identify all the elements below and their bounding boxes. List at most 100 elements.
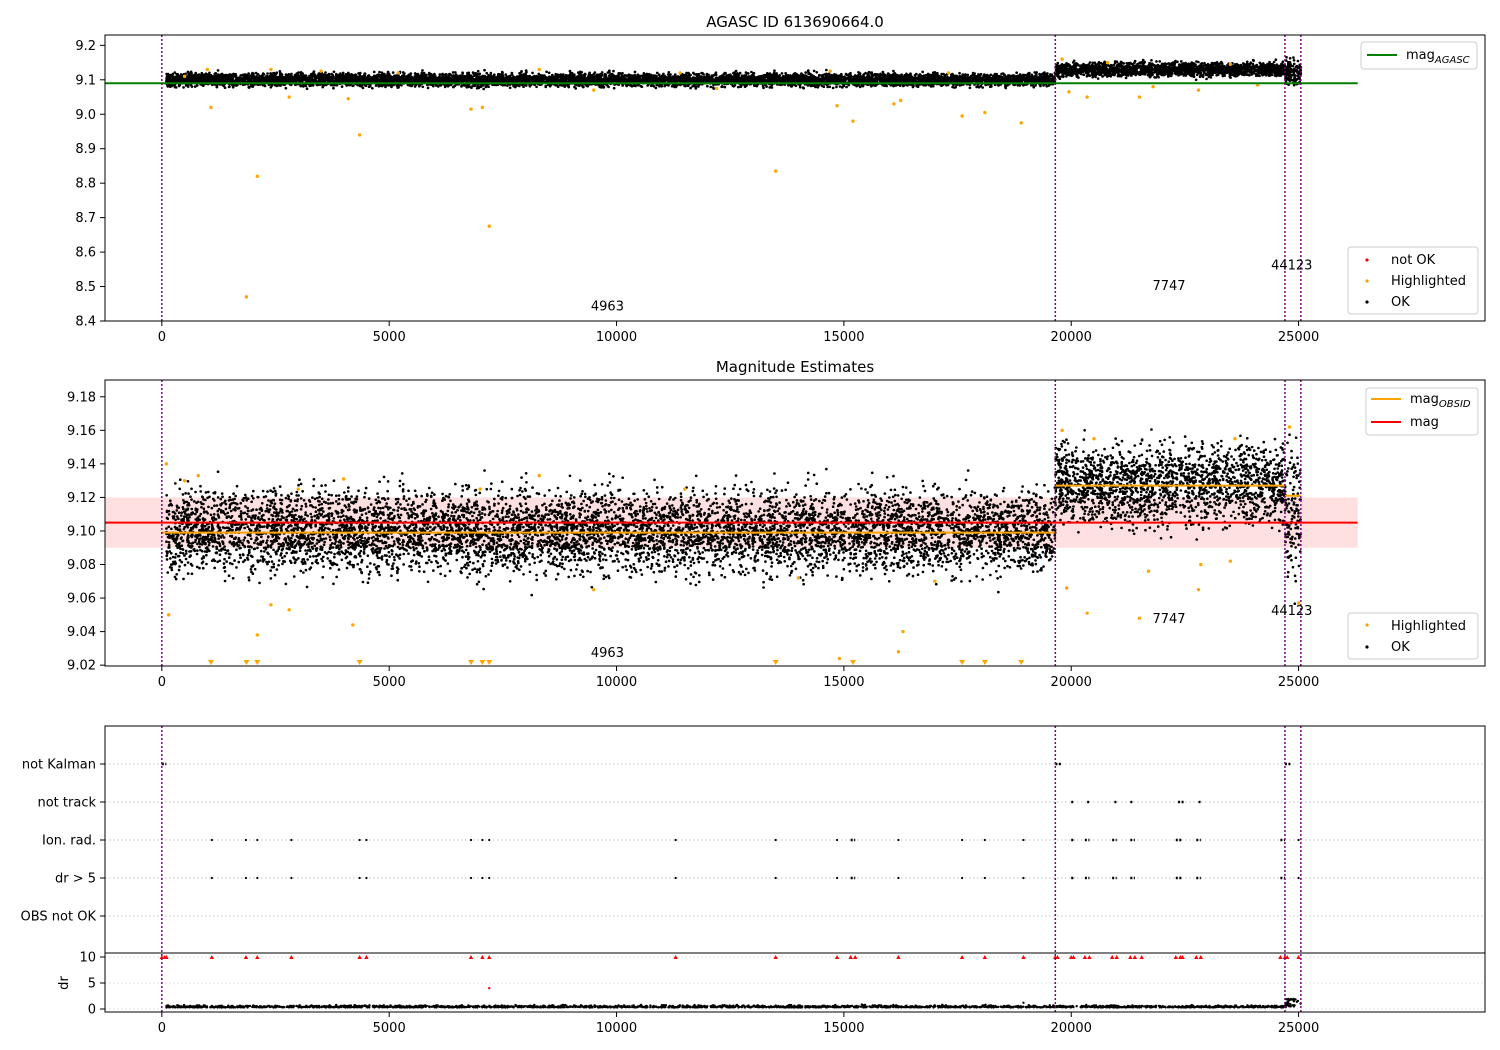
- highlighted-point: [1137, 95, 1142, 99]
- highlighted-point: [901, 629, 905, 634]
- flag-mark: [1297, 876, 1300, 880]
- highlighted-point: [1228, 62, 1233, 66]
- y-tick-label: 9.10: [67, 524, 96, 539]
- highlighted-point: [933, 579, 937, 583]
- flag-mark: [488, 876, 491, 880]
- dr-red-marker: [1285, 955, 1290, 959]
- highlighted-point: [1199, 562, 1203, 567]
- highlighted-point: [287, 95, 291, 99]
- y-tick-label: 9.02: [67, 659, 96, 674]
- x-tick-label: 0: [158, 675, 166, 690]
- dr-red-marker: [468, 955, 474, 959]
- highlighted-point: [828, 69, 832, 73]
- clipped-point-marker: [254, 660, 261, 665]
- dr-red-marker: [1198, 955, 1204, 959]
- dr-red-marker: [1071, 955, 1076, 959]
- x-tick-label: 25000: [1278, 675, 1319, 690]
- dr-point: [1022, 1001, 1025, 1004]
- dr-red-marker: [357, 955, 362, 959]
- flag-mark: [835, 838, 839, 842]
- flag-label: not track: [37, 796, 96, 811]
- dr-red-marker: [1173, 955, 1179, 959]
- flag-mark: [358, 838, 361, 842]
- highlighted-point: [487, 224, 491, 228]
- dr-red-marker: [1114, 955, 1119, 959]
- flag-mark: [835, 876, 839, 880]
- dr-red-marker: [773, 955, 778, 959]
- flag-mark: [358, 876, 361, 880]
- y-tick-label: 8.6: [75, 246, 96, 261]
- dr-ok-points: [165, 997, 1302, 1009]
- highlighted-point: [342, 477, 346, 481]
- obsid-label: 7747: [1152, 612, 1185, 627]
- svg-text:magAGASC: magAGASC: [1406, 48, 1470, 66]
- x-tick-label: 20000: [1051, 330, 1092, 345]
- highlighted-point: [946, 71, 951, 75]
- highlighted-point: [164, 462, 169, 466]
- clipped-point-marker: [356, 660, 363, 665]
- panel-agasc: AGASC ID 613690664.0 4963 7747 44123 0 5000…: [75, 13, 1486, 345]
- highlighted-point: [287, 608, 291, 612]
- dr-red-marker: [164, 955, 169, 959]
- flag-mark: [961, 838, 964, 842]
- dr-red-marker: [834, 955, 840, 959]
- highlighted-point: [1146, 569, 1151, 573]
- x-tick-label: 15000: [823, 330, 864, 345]
- x-tick-label: 20000: [1051, 675, 1092, 690]
- obsid-label: 7747: [1152, 279, 1185, 294]
- obsid-label: 4963: [591, 646, 624, 661]
- highlighted-point: [960, 114, 964, 118]
- clipped-point-marker: [772, 660, 779, 665]
- svg-text:Highlighted: Highlighted: [1391, 274, 1466, 289]
- dr-red-marker: [1180, 955, 1185, 959]
- flag-mark: [897, 838, 900, 842]
- flag-mark: [244, 838, 248, 842]
- x-tick-label: 5000: [373, 675, 406, 690]
- flag-mark: [469, 838, 473, 842]
- flag-mark: [256, 876, 259, 880]
- svg-text:magOBSID: magOBSID: [1410, 392, 1471, 410]
- flag-mark: [210, 876, 213, 880]
- flag-mark: [674, 838, 677, 842]
- y-tick-label: 9.08: [67, 558, 96, 573]
- highlighted-point: [182, 74, 187, 79]
- flag-label: not Kalman: [22, 758, 96, 773]
- highlighted-point: [678, 71, 682, 75]
- dr-red-marker: [982, 955, 988, 959]
- dr-red-marker: [1194, 955, 1199, 959]
- clipped-point-marker: [849, 660, 856, 665]
- obsid-label: 4963: [591, 300, 624, 315]
- clipped-point-marker: [468, 660, 475, 665]
- flag-mark: [897, 876, 900, 880]
- highlighted-point: [1085, 95, 1089, 99]
- svg-text:mag: mag: [1410, 415, 1439, 430]
- highlighted-point: [196, 473, 200, 478]
- x-tick-label: 5000: [373, 330, 406, 345]
- x-tick-label: 10000: [596, 675, 637, 690]
- highlighted-point: [1151, 84, 1155, 89]
- highlighted-point: [396, 71, 400, 75]
- highlighted-point: [835, 103, 839, 108]
- dr-red-marker: [209, 955, 215, 959]
- ok-points: [1283, 433, 1302, 605]
- highlighted-point: [837, 656, 842, 661]
- clipped-point-marker: [1018, 660, 1025, 665]
- highlighted-point: [182, 478, 187, 483]
- highlighted-point: [296, 487, 300, 491]
- svg-text:OK: OK: [1391, 295, 1410, 310]
- flag-mark: [983, 876, 986, 880]
- highlighted-point: [1228, 559, 1233, 563]
- dr-red-marker: [1055, 955, 1060, 959]
- clipped-point-marker: [243, 660, 250, 665]
- svg-text:not OK: not OK: [1391, 253, 1436, 268]
- flag-label: dr > 5: [55, 872, 96, 887]
- highlighted-point: [851, 119, 855, 123]
- highlighted-point: [899, 98, 903, 103]
- y-tick-label: 9.06: [67, 592, 96, 607]
- x-tick-label: 0: [158, 330, 166, 345]
- clipped-point-marker: [486, 660, 493, 665]
- dr-red-marker: [1296, 955, 1301, 959]
- highlighted-point: [1060, 57, 1064, 61]
- y-tick-label: 8.8: [75, 177, 96, 192]
- legend-mag-points: Highlighted OK: [1347, 612, 1479, 660]
